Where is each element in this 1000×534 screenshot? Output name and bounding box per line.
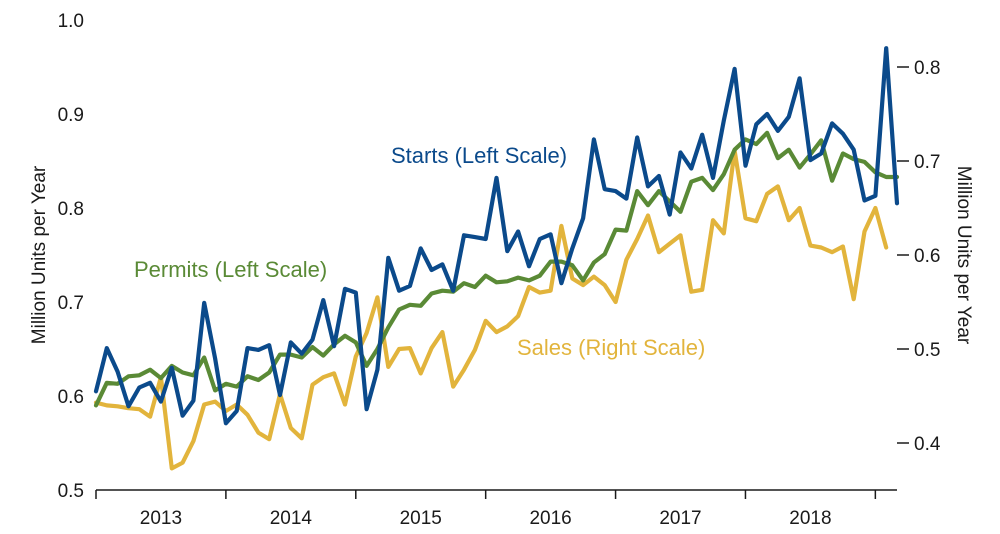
y-right-tick-label: 0.8 [914,58,940,79]
y-right-tick-label: 0.7 [914,152,940,173]
y-left-tick-label: 0.5 [58,481,84,502]
series-line-starts [93,46,900,426]
series-lines [93,46,900,471]
x-axis-ticks: 2013 2014 2015 2016 2017 2018 [95,490,877,529]
series-label-permits: Permits (Left Scale) [134,257,327,282]
x-tick-label: 2016 [529,508,571,529]
series-label-starts: Starts (Left Scale) [391,143,567,168]
y-left-tick-label: 0.7 [58,293,84,314]
series-label-sales: Sales (Right Scale) [517,335,705,360]
y-right-tick-label: 0.4 [914,434,941,455]
y-left-tick-label: 0.6 [58,387,84,408]
y-axis-right-ticks: 0.4 0.5 0.6 0.7 0.8 [897,58,941,455]
x-tick-label: 2014 [270,508,313,529]
series-line-permits [93,130,900,408]
y-axis-left-title: Million Units per Year [29,165,50,344]
y-axis-left-ticks: 0.5 0.6 0.7 0.8 0.9 1.0 [58,11,84,502]
y-left-tick-label: 0.8 [58,199,84,220]
y-right-tick-label: 0.5 [914,340,940,361]
x-tick-label: 2017 [659,508,701,529]
y-right-tick-label: 0.6 [914,246,940,267]
series-line-sales [93,148,889,471]
y-axis-right-title: Million Units per Year [953,166,974,345]
x-tick-label: 2015 [400,508,442,529]
x-tick-label: 2018 [789,508,831,529]
x-tick-label: 2013 [140,508,182,529]
y-left-tick-label: 1.0 [58,11,84,32]
y-left-tick-label: 0.9 [58,105,84,126]
